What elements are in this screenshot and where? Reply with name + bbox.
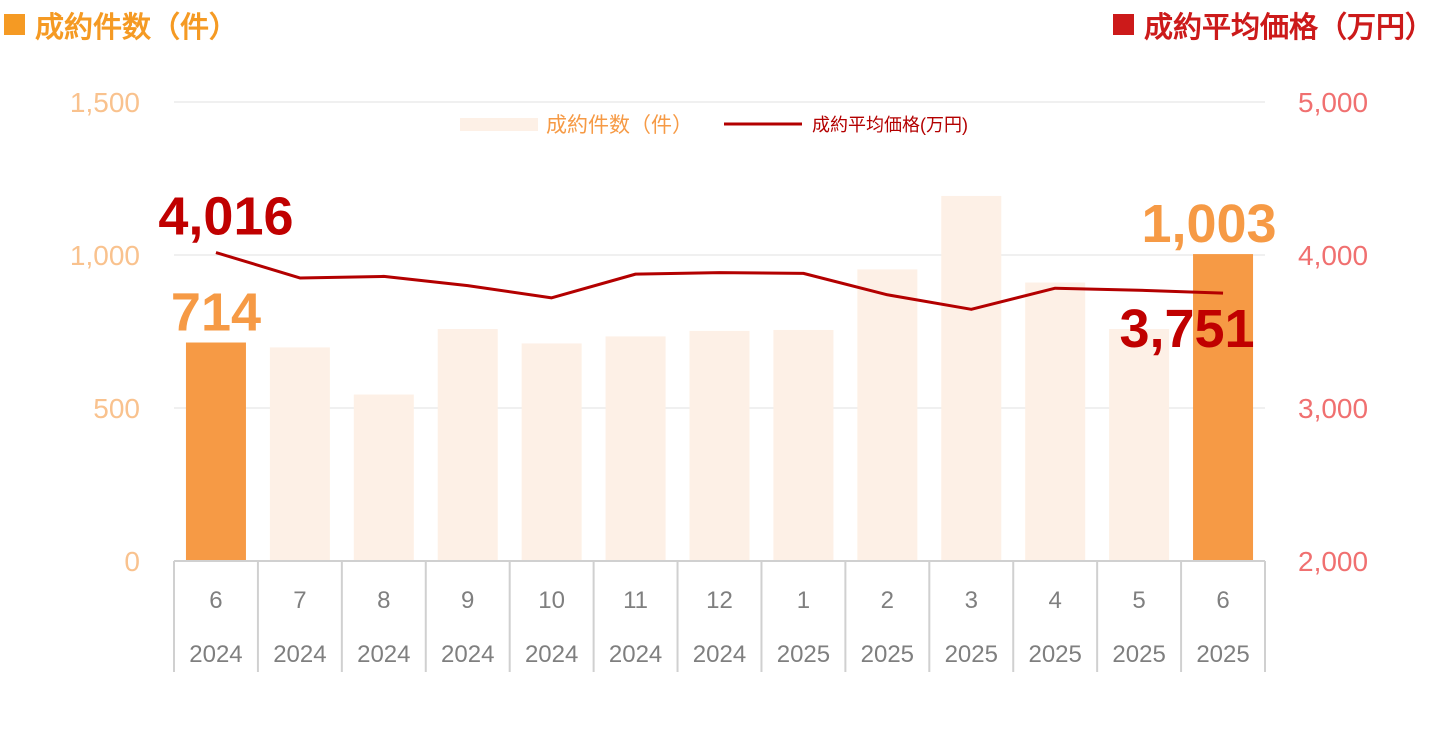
left-axis-tick-label: 0 — [124, 546, 140, 577]
bar — [353, 394, 414, 561]
bar — [857, 269, 918, 561]
x-tick-label-month: 11 — [623, 587, 648, 614]
x-tick-label-month: 6 — [209, 587, 222, 614]
bar — [185, 342, 246, 561]
line-annotation-first: 4,016 — [158, 187, 293, 247]
bar — [1109, 329, 1170, 561]
x-tick-label-year: 2025 — [777, 641, 830, 668]
x-tick-label-month: 12 — [706, 587, 733, 614]
x-tick-label-year: 2025 — [1196, 641, 1249, 668]
x-tick-label-month: 2 — [881, 587, 894, 614]
left-axis-tick-label: 500 — [93, 393, 140, 424]
legend-label-bars: 成約件数（件） — [546, 114, 693, 137]
bar — [941, 195, 1002, 561]
x-tick-label-year: 2024 — [441, 641, 494, 668]
x-tick-label-year: 2025 — [945, 641, 998, 668]
x-tick-label-year: 2025 — [1112, 641, 1165, 668]
right-axis-tick-label: 4,000 — [1298, 240, 1368, 271]
bar — [1193, 254, 1254, 561]
right-axis-tick-label: 3,000 — [1298, 393, 1368, 424]
bar — [689, 330, 750, 561]
bar — [605, 336, 666, 561]
x-tick-label-month: 8 — [377, 587, 390, 614]
x-tick-label-month: 10 — [538, 587, 565, 614]
x-tick-label-month: 3 — [965, 587, 978, 614]
legend-swatch-bars — [460, 118, 538, 131]
x-tick-label-month: 5 — [1132, 587, 1145, 614]
x-tick-label-year: 2025 — [861, 641, 914, 668]
x-tick-label-month: 6 — [1216, 587, 1229, 614]
right-title-square-icon — [1112, 14, 1134, 35]
left-axis-title: 成約件数（件） — [4, 4, 238, 46]
x-tick-label-year: 2024 — [189, 641, 242, 668]
x-tick-label-year: 2024 — [525, 641, 578, 668]
x-tick-label-year: 2025 — [1028, 641, 1081, 668]
line-annotation-last: 3,751 — [1119, 299, 1254, 359]
right-title-text: 成約平均価格（万円） — [1143, 12, 1434, 44]
x-tick-label-year: 2024 — [609, 641, 662, 668]
legend-label-line: 成約平均価格(万円) — [812, 115, 968, 135]
price-line — [215, 251, 1224, 311]
x-tick-label-month: 4 — [1049, 587, 1062, 614]
x-tick-label-month: 1 — [797, 587, 810, 614]
bar — [1025, 282, 1086, 561]
bar — [437, 329, 498, 561]
bar — [773, 329, 834, 561]
bar — [521, 343, 582, 561]
bar — [269, 347, 330, 561]
left-axis-tick-label: 1,500 — [70, 87, 140, 118]
left-axis-tick-label: 1,000 — [70, 240, 140, 271]
right-axis-tick-label: 2,000 — [1298, 546, 1368, 577]
left-title-text: 成約件数（件） — [35, 12, 239, 44]
x-tick-label-month: 9 — [461, 587, 474, 614]
x-tick-label-year: 2024 — [357, 641, 410, 668]
left-title-square-icon — [4, 14, 25, 35]
right-axis-tick-label: 5,000 — [1298, 87, 1368, 118]
x-tick-label-year: 2024 — [273, 641, 326, 668]
right-axis-title: 成約平均価格（万円） — [1112, 4, 1434, 46]
x-tick-label-year: 2024 — [693, 641, 746, 668]
bar-annotation-last: 1,003 — [1141, 194, 1276, 254]
x-tick-label-month: 7 — [293, 587, 306, 614]
bar-annotation-first: 714 — [171, 283, 261, 343]
